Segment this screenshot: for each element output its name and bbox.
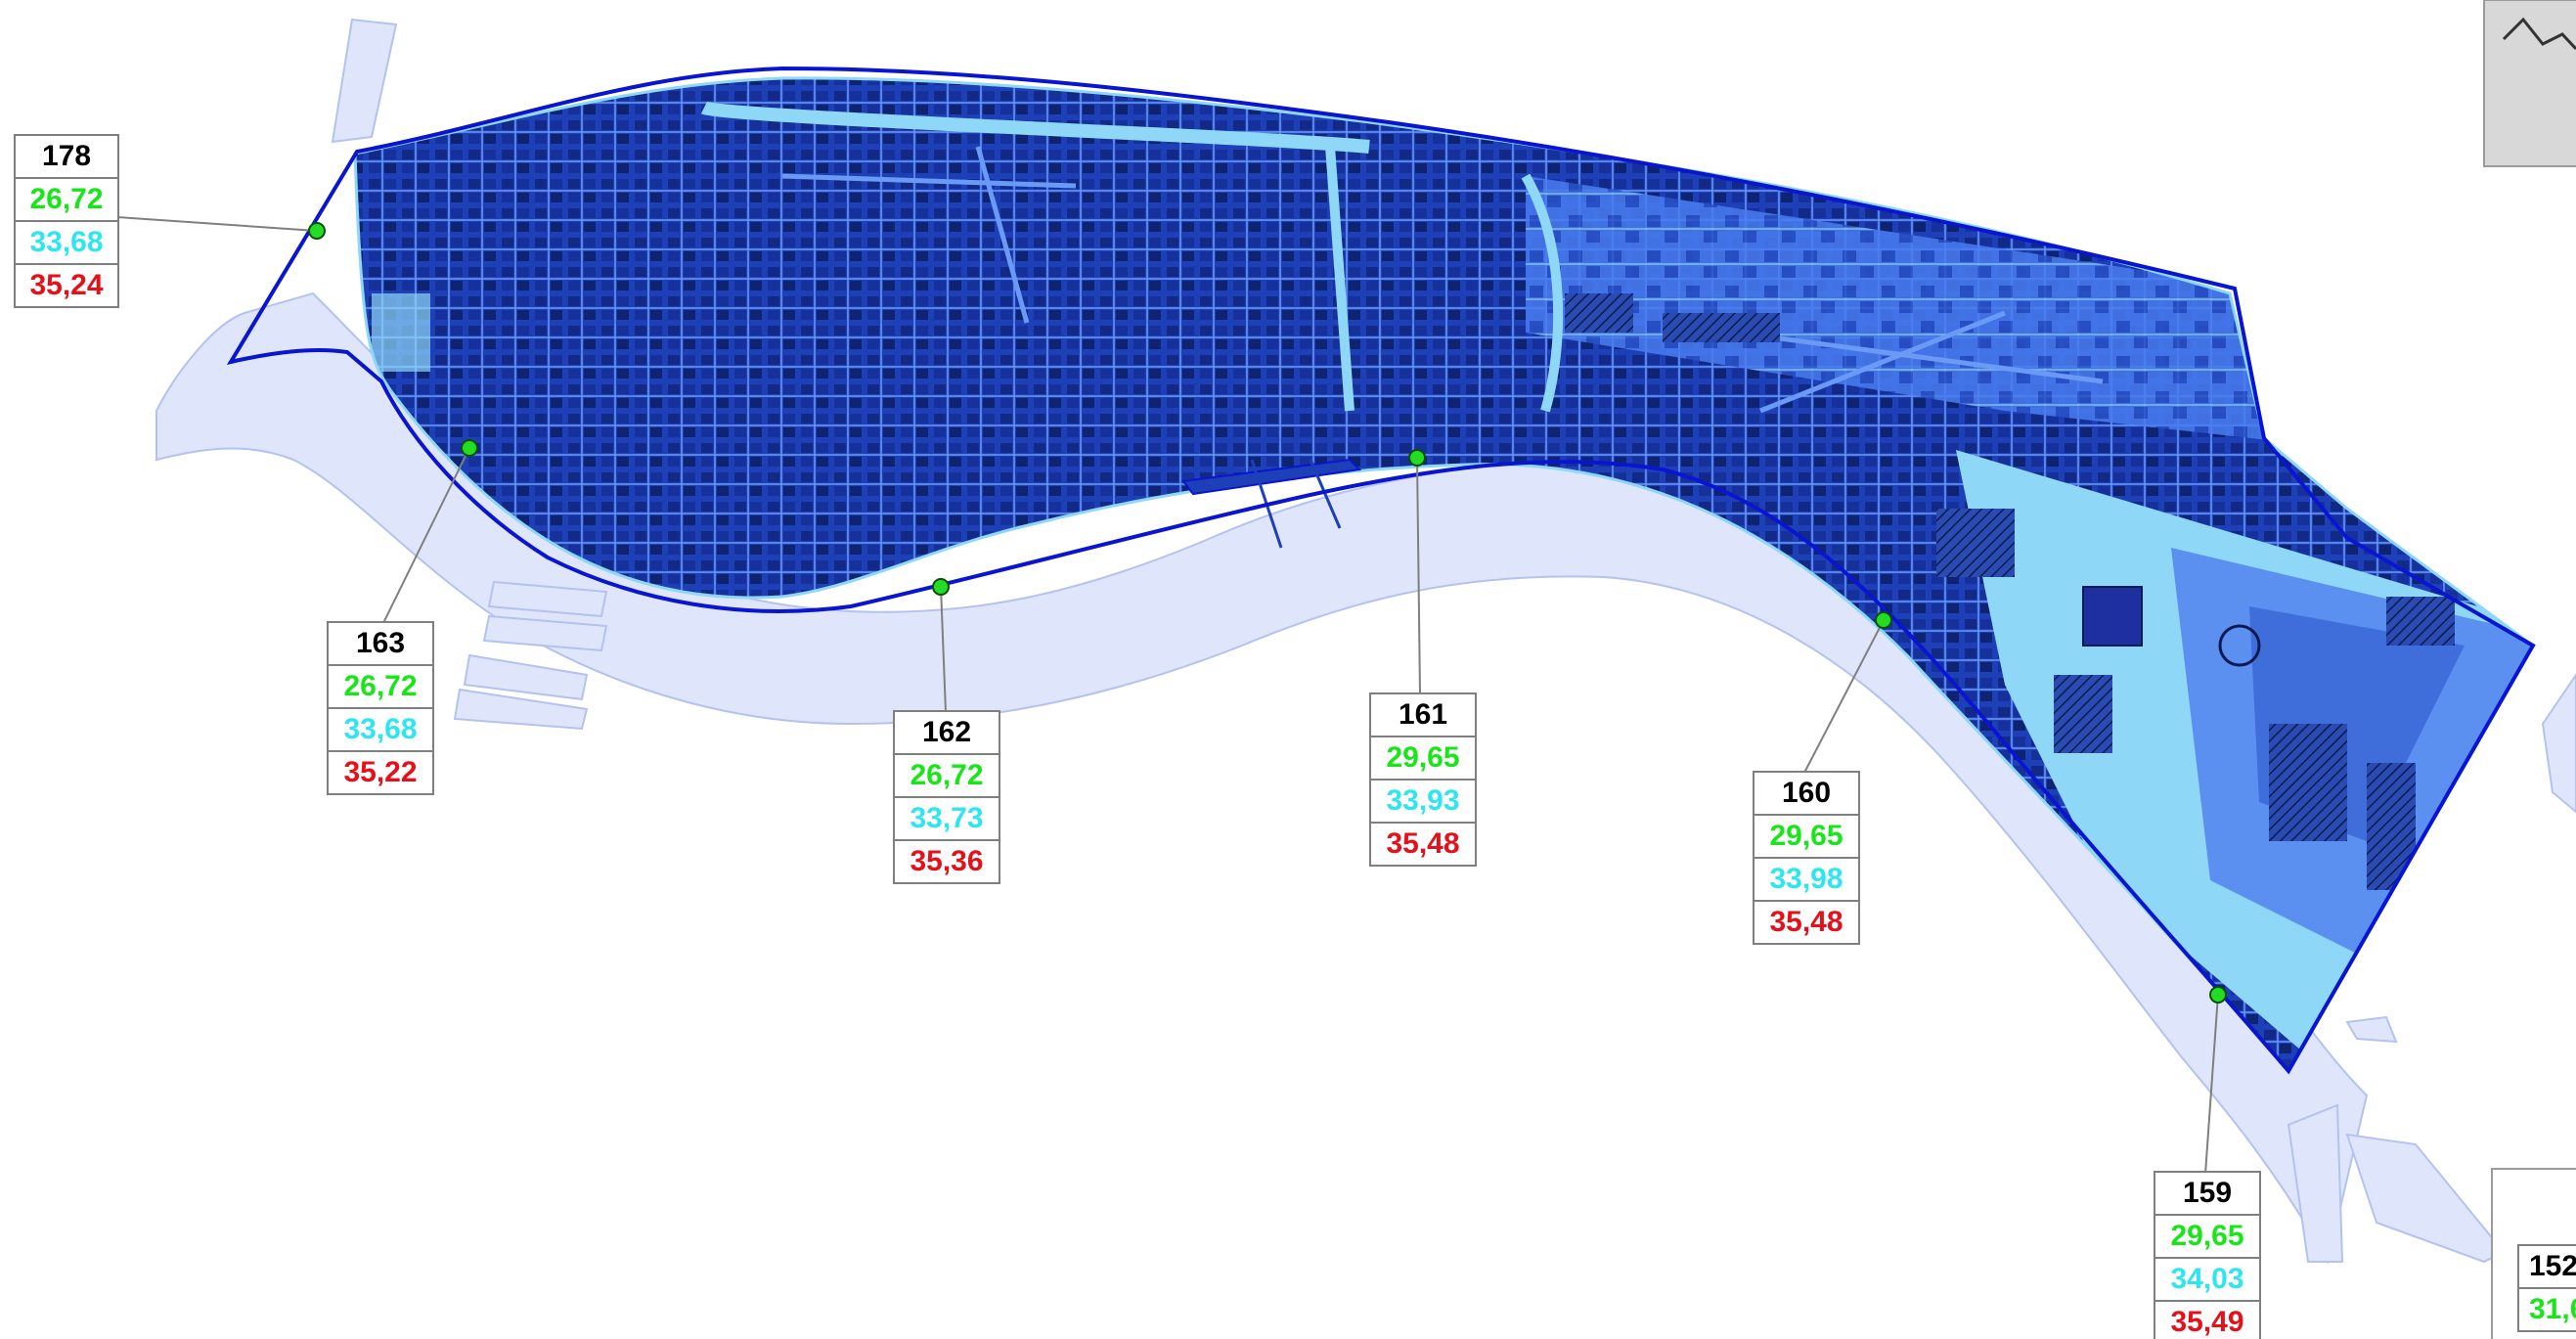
gauge-level-3: 35,49 — [2170, 1306, 2244, 1338]
gauge-label-178: 178 26,72 33,68 35,24 — [14, 134, 119, 308]
gauge-level-3: 35,24 — [29, 269, 104, 301]
locator-inset — [2483, 0, 2576, 167]
gauge-point-178 — [308, 222, 326, 240]
gauge-level-3: 35,36 — [910, 845, 984, 877]
gauge-point-160 — [1875, 611, 1892, 629]
gauge-id: 162 — [895, 712, 999, 755]
gauge-level-1: 31,6 — [2529, 1293, 2576, 1325]
gauge-level-1: 26,72 — [16, 179, 117, 222]
leader-line-162 — [940, 586, 947, 713]
gauge-label-163: 163 26,72 33,68 35,22 — [327, 621, 434, 795]
leader-line-161 — [1416, 457, 1421, 695]
gauge-label-161: 161 29,65 33,93 35,48 — [1369, 692, 1477, 867]
gauge-level-1: 29,65 — [1754, 816, 1858, 859]
gauge-label-160: 160 29,65 33,98 35,48 — [1753, 771, 1860, 945]
gauge-level-1: 29,65 — [1371, 737, 1475, 781]
gauge-level-2: 33,93 — [1371, 781, 1475, 824]
leader-line-160 — [1803, 619, 1885, 774]
gauge-id: 159 — [2155, 1173, 2259, 1216]
leader-line-159 — [2204, 994, 2219, 1175]
gauge-level-2: 33,68 — [329, 709, 432, 752]
gauge-level-2: 33,98 — [1754, 859, 1858, 902]
gauge-level-1: 26,72 — [329, 666, 432, 709]
leader-lines — [116, 216, 2219, 1175]
gauge-label-152: 152 31,6 — [2517, 1244, 2576, 1332]
gauge-level-3: 35,48 — [1386, 827, 1460, 860]
dike-boundary — [226, 66, 2536, 1075]
gauge-id: 163 — [329, 623, 432, 666]
gauge-label-159: 159 29,65 34,03 35,49 — [2154, 1171, 2261, 1339]
leader-line-178 — [116, 216, 318, 232]
gauge-id: 161 — [1371, 694, 1475, 737]
leader-line-163 — [382, 447, 470, 624]
gauge-level-2: 33,73 — [895, 798, 999, 841]
gauge-point-163 — [461, 439, 478, 457]
gauge-id: 178 — [16, 136, 117, 179]
gauge-level-3: 35,22 — [343, 756, 418, 788]
gauge-level-1: 29,65 — [2155, 1216, 2259, 1259]
gauge-id: 152 — [2519, 1246, 2576, 1289]
gauge-level-3: 35,48 — [1769, 906, 1843, 938]
gauge-point-161 — [1408, 449, 1426, 467]
gauge-label-162: 162 26,72 33,73 35,36 — [893, 710, 1000, 884]
gauge-id: 160 — [1754, 773, 1858, 816]
gauge-level-1: 26,72 — [895, 755, 999, 798]
gauge-level-2: 34,03 — [2155, 1259, 2259, 1302]
gauge-point-159 — [2209, 986, 2227, 1004]
gauge-level-2: 33,68 — [16, 222, 117, 265]
gauge-point-162 — [932, 578, 950, 596]
